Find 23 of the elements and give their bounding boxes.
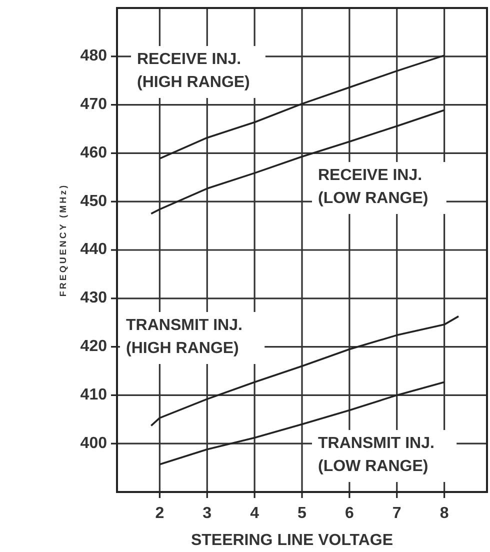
y-tick-label: 430 xyxy=(80,290,108,307)
y-tick-label: 420 xyxy=(80,338,108,356)
series-label: TRANSMIT INJ. (LOW RANGE) xyxy=(318,435,434,476)
x-axis-title: STEERING LINE VOLTAGE xyxy=(190,532,394,549)
y-tick-label: 440 xyxy=(80,241,108,258)
y-tick-label: 470 xyxy=(80,96,108,114)
y-tick-label: 410 xyxy=(80,386,108,404)
series-label: RECEIVE INJ. (HIGH RANGE) xyxy=(137,51,250,92)
x-tick-label: 8 xyxy=(440,505,449,522)
x-tick-label: 4 xyxy=(250,505,260,522)
line-series xyxy=(150,109,446,215)
y-tick-label: 460 xyxy=(80,144,108,162)
y-tick-label: 400 xyxy=(80,434,108,452)
x-tick-label: 3 xyxy=(202,505,212,522)
y-axis-title: FREQUENCY (MHz) xyxy=(58,183,68,297)
x-tick-label: 7 xyxy=(392,505,402,522)
x-tick-label: 6 xyxy=(344,505,354,522)
series-label: RECEIVE INJ. (LOW RANGE) xyxy=(318,167,428,208)
x-tick-label: 5 xyxy=(298,505,307,522)
series-label: TRANSMIT INJ. (HIGH RANGE) xyxy=(126,317,242,358)
y-tick-label: 480 xyxy=(80,48,108,65)
x-tick-label: 2 xyxy=(155,505,164,522)
y-tick-label: 450 xyxy=(80,192,108,210)
